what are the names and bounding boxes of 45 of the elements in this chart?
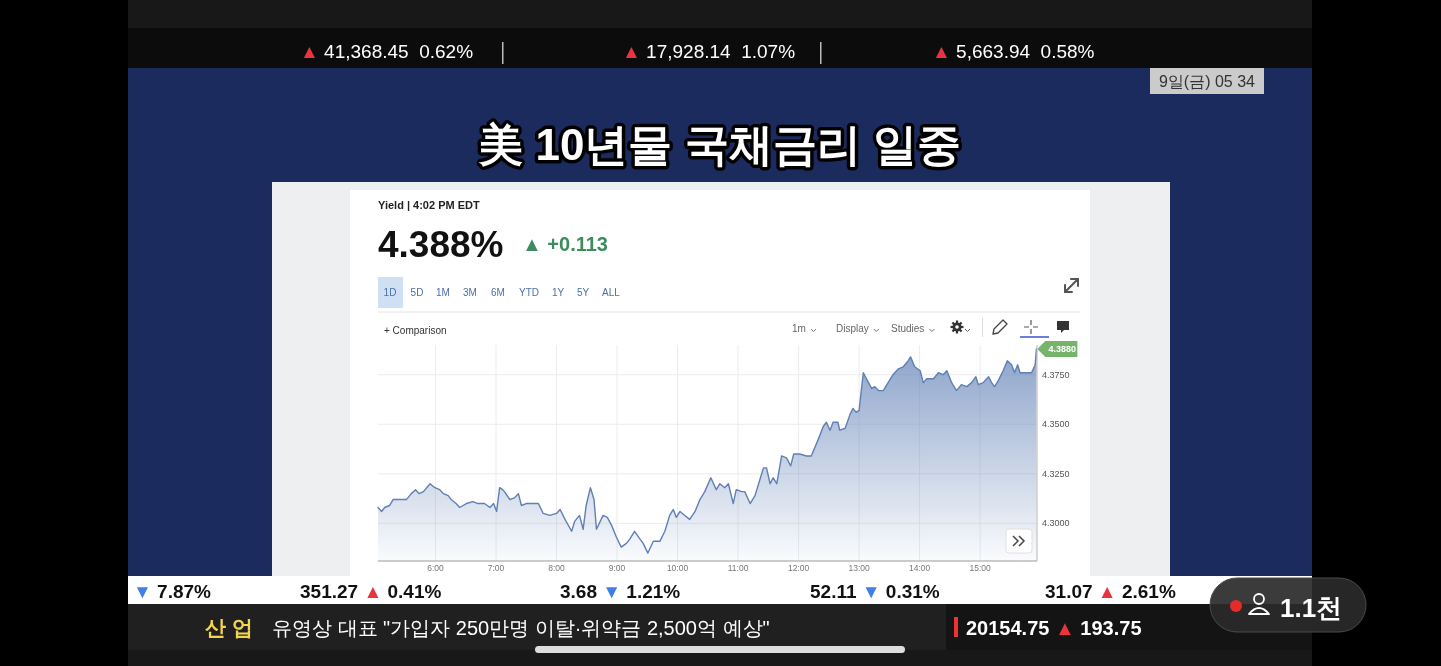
y-tick-label: 4.3750	[1042, 369, 1070, 380]
text: 유영상 대표 "가입자 250만명 이탈·위약금 2,500억 예상"	[272, 617, 770, 639]
x-tick-label: 12:00	[787, 563, 810, 573]
text: ▼ 7.87%	[133, 581, 212, 602]
text: 9일(금) 05 34	[1158, 73, 1256, 90]
y-tick-label: 4.3500	[1042, 419, 1070, 430]
text: 1Y	[551, 287, 565, 298]
text: 1D	[383, 287, 397, 298]
x-tick-label: 13:00	[848, 563, 870, 573]
x-tick-label: 7:00	[487, 563, 505, 573]
text: 3M	[463, 287, 477, 298]
text: 20154.75 ▲ 193.75	[966, 617, 1142, 639]
text: 1M	[436, 287, 450, 298]
text: 1m	[792, 323, 806, 334]
text: ▲ +0.113	[522, 233, 608, 255]
x-tick-label: 11:00	[727, 563, 749, 573]
text: + Comparison	[384, 325, 447, 336]
x-tick-label: 14:00	[908, 563, 931, 573]
text: 5Y	[576, 287, 590, 298]
text: 4.388%	[378, 224, 504, 265]
y-tick-label: 4.3250	[1042, 468, 1070, 479]
chart-title: 美 10년물 국채금리 일중	[478, 120, 961, 169]
x-tick-label: 6:00	[427, 563, 445, 573]
text: ▲ 41,368.45 0.62%	[300, 41, 474, 62]
text: ▲ 5,663.94 0.58%	[932, 41, 1095, 62]
x-tick-label: 15:00	[969, 563, 992, 573]
text: 5D	[410, 287, 424, 298]
text: 6M	[491, 287, 505, 298]
text: 산 업	[205, 616, 253, 639]
x-tick-label: 8:00	[548, 563, 566, 573]
text: Display	[836, 323, 869, 334]
text: ALL	[602, 287, 621, 298]
annotation: 4.3880	[1048, 344, 1076, 355]
chart-subtitle: Yield | 4:02 PM EDT	[378, 199, 480, 211]
text: 31.07 ▲ 2.61%	[1045, 581, 1176, 602]
text: 52.11 ▼ 0.31%	[810, 581, 940, 602]
text: 1.1천	[1280, 593, 1343, 623]
x-tick-label: 9:00	[608, 563, 626, 573]
text: YTD	[519, 287, 539, 298]
text: Studies	[891, 323, 925, 334]
x-tick-label: 10:00	[666, 563, 689, 573]
text: 3.68 ▼ 1.21%	[560, 581, 681, 602]
text: ▲ 17,928.14 1.07%	[622, 41, 796, 62]
text: 351.27 ▲ 0.41%	[300, 581, 442, 602]
y-tick-label: 4.3000	[1042, 518, 1070, 529]
